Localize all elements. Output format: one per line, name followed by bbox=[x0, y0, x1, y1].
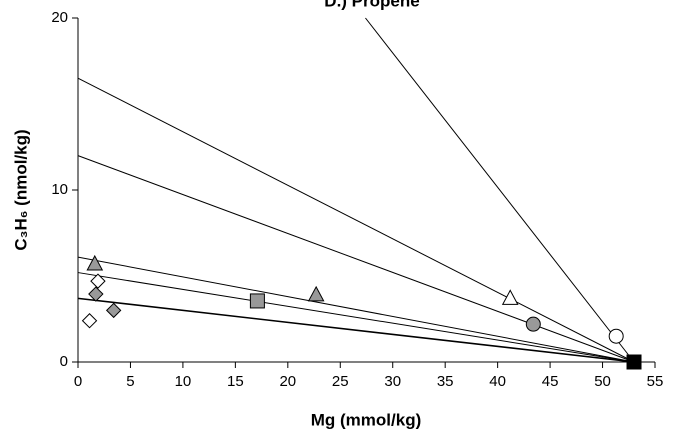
x-tick-label: 45 bbox=[542, 373, 559, 390]
x-axis-label: Mg (mmol/kg) bbox=[311, 410, 422, 429]
y-tick-label: 20 bbox=[51, 9, 68, 26]
x-tick-label: 55 bbox=[647, 373, 664, 390]
chart-title: D.) Propene bbox=[324, 0, 419, 10]
mixing-line bbox=[77, 297, 635, 363]
mixing-line bbox=[77, 155, 635, 363]
mixing-line bbox=[77, 77, 635, 363]
data-point bbox=[249, 293, 265, 309]
data-point bbox=[626, 354, 642, 370]
x-tick-label: 0 bbox=[74, 373, 82, 390]
x-tick-label: 30 bbox=[384, 373, 401, 390]
x-tick-label: 35 bbox=[437, 373, 454, 390]
y-axis-label: C₃H₆ (nmol/kg) bbox=[11, 129, 30, 250]
mixing-line bbox=[365, 17, 635, 363]
x-tick-label: 20 bbox=[279, 373, 296, 390]
x-tick-label: 50 bbox=[594, 373, 611, 390]
data-point bbox=[608, 328, 624, 344]
x-tick-label: 15 bbox=[227, 373, 244, 390]
data-point bbox=[105, 302, 122, 319]
data-point bbox=[501, 289, 519, 305]
data-point bbox=[90, 273, 106, 289]
mixing-line bbox=[77, 272, 635, 363]
y-tick-label: 10 bbox=[51, 181, 68, 198]
data-point bbox=[307, 285, 325, 302]
x-tick-label: 10 bbox=[175, 373, 192, 390]
mixing-line bbox=[77, 256, 635, 363]
data-point bbox=[525, 316, 541, 332]
x-tick-label: 5 bbox=[126, 373, 134, 390]
data-point bbox=[88, 286, 104, 302]
y-tick-label: 0 bbox=[60, 353, 68, 370]
data-point bbox=[81, 313, 98, 329]
data-point bbox=[86, 254, 104, 271]
x-tick-label: 40 bbox=[489, 373, 506, 390]
x-tick-label: 25 bbox=[332, 373, 349, 390]
